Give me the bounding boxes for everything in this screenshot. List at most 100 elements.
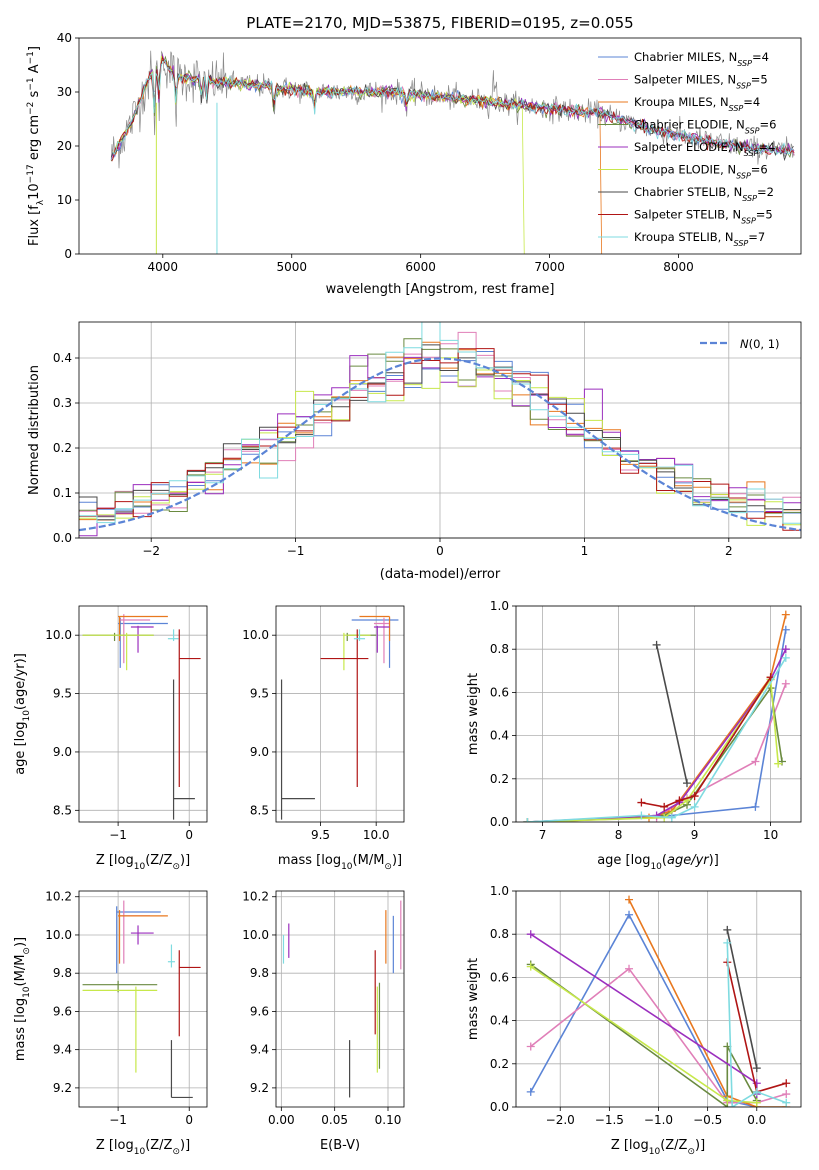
histogram-kroupa-stelib — [79, 322, 801, 524]
legend-entry: Kroupa ELODIE, NSSP=6 — [634, 163, 768, 181]
data-point — [523, 818, 532, 822]
histogram-salpeter-stelib — [79, 348, 801, 531]
y-tick-label: 9.8 — [250, 966, 269, 980]
errorbar-chabrier-stelib — [280, 679, 315, 820]
data-point — [683, 779, 691, 788]
data-point — [751, 757, 760, 766]
y-tick-label: 10.0 — [45, 928, 72, 942]
errorbar-salpeter-miles — [119, 900, 151, 964]
legend-entry: Chabrier ELODIE, NSSP=6 — [634, 118, 776, 136]
data-point — [526, 962, 535, 971]
legend-entry: N(0, 1) — [740, 337, 780, 351]
x-tick-label: −0.5 — [693, 1113, 722, 1127]
series-salpeter-miles — [523, 679, 790, 822]
x-tick-label: 0 — [185, 1113, 193, 1127]
x-axis-label: wavelength [Angstrom, rest frame] — [326, 282, 555, 297]
x-axis-label: E(B-V) — [320, 1138, 360, 1153]
y-tick-label: 10.0 — [242, 928, 269, 942]
series-kroupa-stelib — [723, 938, 791, 1107]
errorbar-kroupa-miles — [118, 615, 168, 642]
series-kroupa-elodie — [523, 675, 783, 822]
series-kroupa-stelib — [523, 653, 790, 822]
axes-age_vs_mass: 9.5 10.0 8.5 9.0 9.5 10.0 mass [log10(M/M⊙)] — [242, 605, 405, 872]
errorbar-salpeter-elodie — [373, 625, 390, 653]
x-tick-label: 9.5 — [311, 828, 330, 842]
errorbar-kroupa-stelib — [167, 629, 179, 642]
data-point — [526, 1042, 535, 1051]
y-axis-label: Normed distribution — [27, 365, 42, 495]
data-point — [723, 938, 732, 947]
series-line — [527, 677, 779, 822]
legend-entry: Salpeter MILES, NSSP=5 — [634, 73, 768, 91]
series-line — [527, 657, 787, 822]
data-point — [652, 640, 661, 649]
data-point — [774, 759, 783, 768]
errorbar-chabrier-miles — [118, 617, 168, 668]
axes-frame — [78, 37, 802, 255]
y-tick-label: 9.5 — [53, 687, 72, 701]
y-tick-label: 0.2 — [490, 772, 509, 786]
x-axis-label: Z [log10(Z/Z⊙)] — [96, 853, 190, 872]
data-point — [752, 1098, 761, 1107]
data-point — [728, 1103, 737, 1107]
y-axis-label: Flux [fλ10−17 erg cm−2 s−1 A−1] — [26, 46, 46, 246]
legend-entry: Chabrier STELIB, NSSP=2 — [634, 185, 774, 203]
data-point — [781, 653, 790, 662]
x-axis-label: age [log10(age/yr)] — [597, 853, 719, 872]
y-tick-label: 10 — [57, 193, 72, 207]
errorbar-chabrier-stelib — [170, 1040, 193, 1099]
data-point — [781, 645, 790, 654]
y-tick-label: 9.2 — [250, 1081, 269, 1095]
series-chabrier-miles — [523, 625, 790, 822]
errorbar-kroupa-stelib — [353, 629, 366, 642]
errorbar-salpeter-miles — [373, 617, 390, 664]
errorbar-kroupa-elodie — [82, 986, 158, 1073]
x-axis-label: Z [log10(Z/Z⊙)] — [611, 1138, 705, 1157]
x-tick-label: 2 — [725, 544, 733, 558]
y-axis-label: mass [log10(M/M⊙)] — [13, 937, 32, 1061]
x-tick-label: −1.5 — [595, 1113, 624, 1127]
series-line — [530, 913, 757, 1107]
y-tick-label: 30 — [57, 85, 72, 99]
errorbar-kroupa-miles — [118, 910, 168, 964]
y-tick-label: 0.2 — [490, 1057, 509, 1071]
x-tick-label: 7000 — [534, 260, 565, 274]
series-line — [527, 686, 783, 822]
series-line — [726, 942, 787, 1107]
x-tick-label: −1 — [287, 544, 305, 558]
data-point — [782, 1079, 791, 1088]
x-tick-label: 4000 — [148, 260, 179, 274]
x-tick-label: 9 — [691, 828, 699, 842]
y-tick-label: 0 — [64, 247, 72, 261]
plot-area — [110, 50, 795, 254]
axes-spectrum: 4000 5000 6000 7000 8000 0 10 20 30 40 wavelength … — [26, 31, 802, 297]
data-point — [781, 679, 790, 688]
data-point — [637, 798, 646, 807]
x-tick-label: −2 — [142, 544, 160, 558]
plot-area — [280, 615, 399, 820]
y-axis-label: mass weight — [466, 958, 481, 1040]
legend-entry: Kroupa STELIB, NSSP=7 — [634, 230, 765, 248]
data-point — [625, 964, 634, 973]
y-tick-label: 0.4 — [53, 351, 72, 365]
axes-weight_vs_age: 7 8 9 10 0.0 0.2 0.4 0.6 0.8 1.0 age [log10(age/yr… — [466, 599, 802, 872]
errorbar-salpeter-stelib — [178, 629, 201, 787]
data-point — [752, 1064, 761, 1073]
data-point — [690, 792, 699, 801]
y-tick-label: 0.2 — [53, 441, 72, 455]
y-tick-label: 9.0 — [250, 745, 269, 759]
series-chabrier-stelib — [723, 925, 761, 1073]
errorbar-salpeter-miles — [119, 614, 151, 664]
x-axis-label: mass [log10(M/M⊙)] — [278, 853, 402, 872]
x-tick-label: 8000 — [663, 260, 694, 274]
x-tick-label: 0 — [436, 544, 444, 558]
x-tick-label: 6000 — [405, 260, 436, 274]
errorbar-chabrier-elodie — [346, 632, 377, 642]
y-tick-label: 0.0 — [53, 531, 72, 545]
data-point — [690, 802, 699, 811]
y-tick-label: 0.3 — [53, 396, 72, 410]
x-tick-label: −1 — [109, 828, 127, 842]
series-salpeter-stelib — [637, 673, 775, 811]
data-point — [625, 895, 634, 904]
